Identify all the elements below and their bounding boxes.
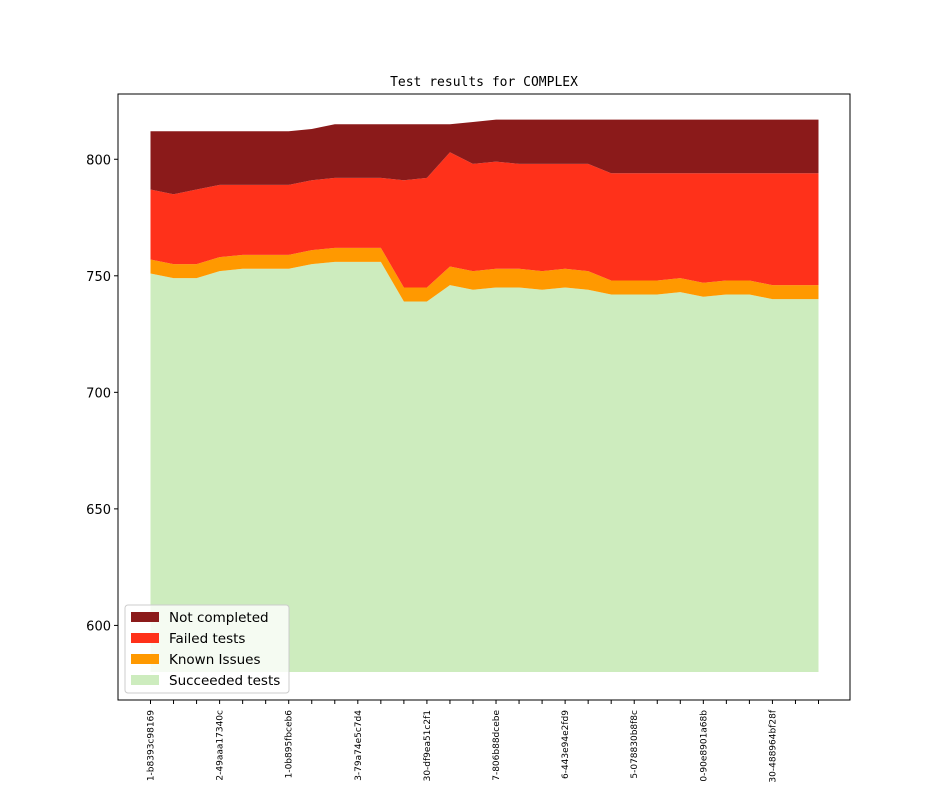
y-tick-label: 650 bbox=[86, 503, 111, 518]
legend-label: Not completed bbox=[169, 610, 269, 626]
x-tick-label: 7-806b88dcebe bbox=[492, 710, 502, 781]
x-tick-label: 2-49aaa17340c bbox=[216, 710, 226, 781]
y-tick-label: 750 bbox=[86, 270, 111, 285]
y-tick-label: 800 bbox=[86, 153, 111, 168]
legend-label: Known Issues bbox=[169, 652, 261, 668]
x-tick-label: 5-078830b8f8c bbox=[630, 710, 640, 779]
x-tick-label: 1-b8393c98169 bbox=[147, 710, 157, 781]
legend: Not completed Failed tests Known Issues Suc… bbox=[124, 604, 290, 694]
y-tick-label: 700 bbox=[86, 386, 111, 401]
chart-areas bbox=[150, 119, 819, 673]
area-failed-tests bbox=[150, 152, 819, 288]
legend-label: Succeeded tests bbox=[169, 673, 280, 689]
x-tick-label: 30-488964bf28f bbox=[768, 709, 778, 782]
legend-swatch bbox=[131, 675, 159, 685]
legend-label: Failed tests bbox=[169, 631, 245, 647]
legend-swatch bbox=[131, 654, 159, 664]
x-tick-label: 6-443e94e2fd9 bbox=[561, 710, 571, 779]
x-tick-label: 0-90e8901a68b bbox=[699, 710, 709, 782]
y-tick-label: 600 bbox=[86, 619, 111, 634]
chart-title: Test results for COMPLEX bbox=[390, 75, 578, 90]
legend-box bbox=[124, 604, 290, 694]
x-axis: 1-b8393c98169 2-49aaa17340c 1-0b895fbceb6 3… bbox=[147, 700, 819, 783]
y-axis: 600 650 700 750 800 bbox=[86, 153, 118, 634]
x-tick-label: 3-79a74e5c7d4 bbox=[354, 710, 364, 781]
legend-swatch bbox=[131, 633, 159, 643]
plot-frame bbox=[117, 93, 851, 701]
x-tick-label: 1-0b895fbceb6 bbox=[285, 710, 295, 779]
x-tick-label: 30-df9ea51c2f1 bbox=[423, 710, 433, 781]
area-known-issues bbox=[150, 247, 819, 302]
area-succeeded-tests bbox=[150, 261, 819, 673]
legend-swatch bbox=[131, 612, 159, 622]
area-not-completed bbox=[150, 119, 819, 195]
